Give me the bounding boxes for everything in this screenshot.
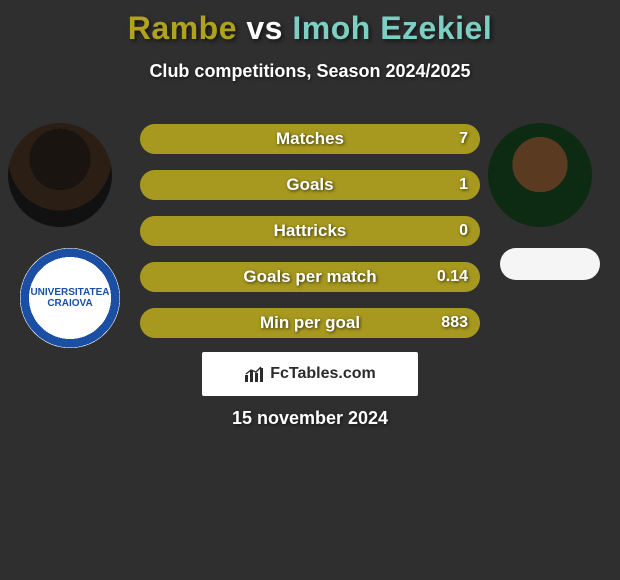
- player2-face-icon: [488, 123, 592, 227]
- club-crest-icon: UNIVERSITATEA CRAIOVA: [20, 248, 120, 348]
- stat-value-left: 0.14: [437, 268, 468, 286]
- stat-bar: Matches 7: [140, 124, 480, 154]
- stat-value-left: 883: [441, 314, 468, 332]
- stat-label: Goals: [286, 175, 333, 195]
- stat-bar: Goals per match 0.14: [140, 262, 480, 292]
- player2-club-badge: [500, 248, 600, 280]
- club-crest-text: UNIVERSITATEA CRAIOVA: [20, 287, 120, 309]
- player1-avatar: [8, 123, 112, 227]
- stat-label: Hattricks: [274, 221, 347, 241]
- chart-icon: [244, 365, 264, 383]
- stat-label: Matches: [276, 129, 344, 149]
- player1-face-icon: [8, 123, 112, 227]
- stat-label: Goals per match: [243, 267, 376, 287]
- stat-bar: Hattricks 0: [140, 216, 480, 246]
- player1-club-badge: UNIVERSITATEA CRAIOVA: [20, 248, 120, 348]
- stat-value-left: 0: [459, 222, 468, 240]
- player1-name: Rambe: [128, 10, 237, 46]
- stat-value-left: 7: [459, 130, 468, 148]
- stat-bar: Min per goal 883: [140, 308, 480, 338]
- player2-name: Imoh Ezekiel: [292, 10, 492, 46]
- source-logo-text: FcTables.com: [270, 365, 376, 383]
- source-logo: FcTables.com: [202, 352, 418, 396]
- stat-label: Min per goal: [260, 313, 360, 333]
- vs-text: vs: [237, 10, 292, 46]
- player2-avatar: [488, 123, 592, 227]
- stat-value-left: 1: [459, 176, 468, 194]
- stat-bar: Goals 1: [140, 170, 480, 200]
- subtitle: Club competitions, Season 2024/2025: [0, 61, 620, 82]
- page-title: Rambe vs Imoh Ezekiel: [0, 0, 620, 47]
- stats-bars: Matches 7 Goals 1 Hattricks 0 Goals per match 0…: [140, 124, 480, 354]
- date-text: 15 november 2024: [0, 408, 620, 429]
- comparison-card: Rambe vs Imoh Ezekiel Club competitions,…: [0, 0, 620, 580]
